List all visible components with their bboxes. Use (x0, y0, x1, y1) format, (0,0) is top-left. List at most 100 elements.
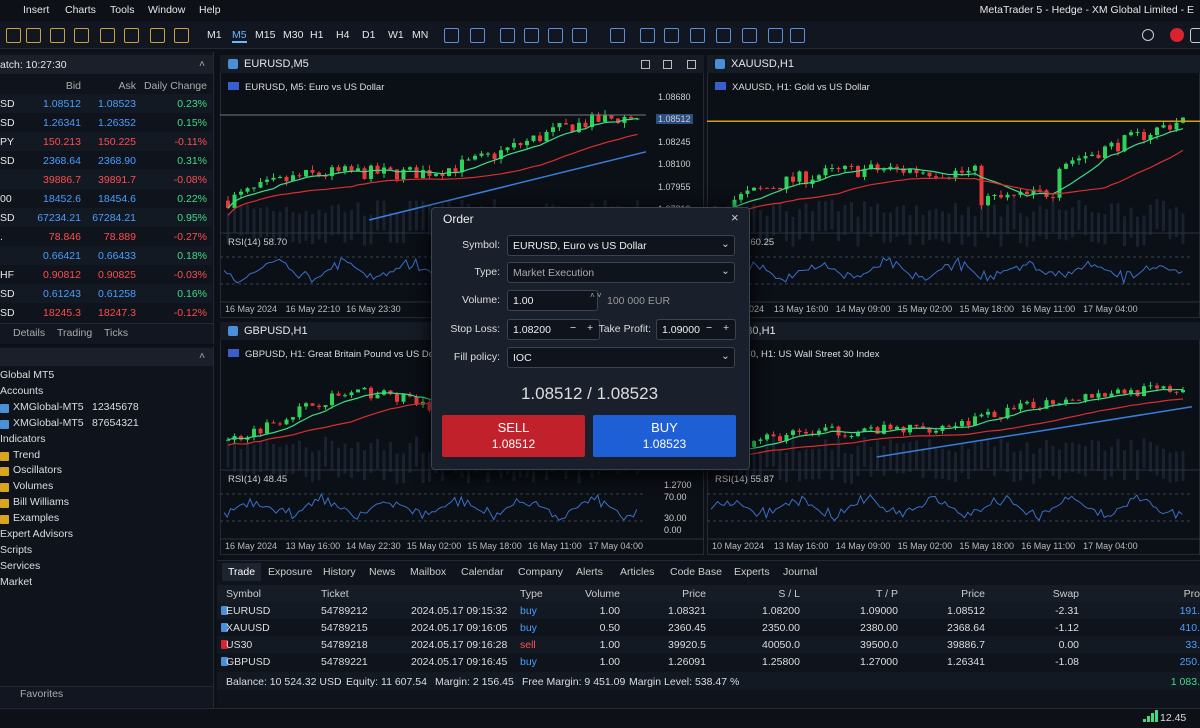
candle-body (505, 147, 510, 151)
toolbox-tab[interactable]: Exposure (268, 566, 313, 578)
table-cell: 2368.64 (947, 622, 985, 634)
volume-bar (895, 206, 899, 237)
toolbox-tab[interactable]: History (323, 566, 356, 578)
volume-bar (856, 445, 860, 476)
position-icon (221, 640, 228, 649)
candle-body (1109, 142, 1114, 147)
table-cell: 2024.05.17 09:16:28 (411, 639, 508, 651)
menu-item[interactable]: Window (148, 4, 186, 16)
volume-bar (1019, 450, 1022, 481)
candle-body (1174, 391, 1179, 393)
sell-price: 1.08512 (491, 437, 536, 451)
candle-body (1129, 390, 1133, 394)
timeframe-button[interactable]: M30 (283, 29, 304, 41)
menu-item[interactable]: Tools (110, 4, 135, 16)
toolbar-icon (470, 28, 485, 43)
volume-bar (902, 205, 905, 236)
candle-body (291, 175, 295, 182)
candle-body (570, 124, 575, 133)
tree-item[interactable]: Scripts (0, 543, 33, 556)
tree-item[interactable]: XMGlobal-MT5 (13, 416, 84, 429)
toolbox-tab[interactable]: Experts (734, 566, 770, 578)
column-header: Volume (584, 588, 620, 600)
dropdown-arrow: ⌄ (721, 238, 730, 250)
table-cell: 2024.05.17 09:16:45 (411, 656, 508, 668)
moving-average (714, 388, 1184, 451)
candle-body (499, 150, 503, 160)
candle-body (336, 167, 341, 171)
tree-item[interactable]: Bill Williams (13, 496, 69, 509)
timeframe-button[interactable]: H4 (336, 29, 350, 41)
tree-icon (0, 515, 9, 525)
candle-body (797, 171, 802, 182)
tree-icon (0, 483, 9, 493)
tree-item[interactable]: Oscillators (13, 464, 63, 477)
summary-item: Free Margin: 9 451.09 (522, 676, 626, 688)
input-field[interactable] (507, 290, 598, 311)
close-button[interactable]: × (731, 210, 739, 225)
tree-item[interactable]: Volumes (13, 480, 54, 493)
tree-item[interactable]: Market (0, 575, 33, 588)
volume-bar (1155, 445, 1159, 476)
tree-item[interactable]: XMGlobal-MT5 (13, 400, 84, 413)
toolbar-icon (690, 28, 705, 43)
sell-button[interactable] (442, 415, 585, 457)
volume-bar (1084, 205, 1087, 236)
timeframe-button[interactable]: M1 (207, 29, 222, 41)
tab[interactable]: Trading (57, 327, 93, 339)
candle-body (492, 153, 497, 160)
input-field[interactable] (507, 319, 600, 340)
tree-item[interactable]: Global MT5 (0, 369, 55, 381)
candle-body (349, 166, 354, 172)
menu-item[interactable]: Insert (23, 4, 50, 16)
stepper: − + (706, 322, 730, 334)
tab[interactable]: Details (13, 327, 46, 339)
candle-body (1155, 127, 1159, 135)
chart-title: GBPUSD,H1 (244, 325, 308, 337)
toolbox-tab[interactable]: News (369, 566, 396, 578)
buy-button[interactable] (593, 415, 736, 457)
input-field[interactable] (656, 319, 736, 340)
toolbox-tab[interactable]: Code Base (670, 566, 722, 578)
timeframe-button[interactable]: M15 (255, 29, 276, 41)
candle-body (1142, 386, 1146, 397)
dropdown[interactable] (507, 347, 735, 368)
menu-item[interactable]: Charts (65, 4, 96, 16)
table-cell: buy (520, 656, 537, 668)
timeframe-button[interactable]: D1 (362, 29, 376, 41)
toolbox-tab[interactable]: Trade (222, 563, 262, 581)
volume-bar (252, 444, 256, 475)
menu-item[interactable]: Help (199, 4, 221, 16)
timeframe-button[interactable]: W1 (388, 29, 404, 41)
timeframe-button[interactable]: M5 (232, 29, 247, 43)
table-cell: 0.50 (599, 622, 620, 634)
toolbox-tab[interactable]: Journal (783, 566, 818, 578)
volume-bar (1025, 442, 1029, 473)
candle-body (999, 417, 1003, 419)
tree-item[interactable]: Indicators (0, 432, 46, 445)
toolbox-tab[interactable]: Alerts (576, 566, 603, 578)
dropdown[interactable] (507, 262, 735, 283)
toolbox-tab[interactable]: Company (518, 566, 563, 578)
buy-price: 1.08523 (642, 437, 687, 451)
candle-body (551, 127, 555, 132)
column-header: Symbol (226, 588, 262, 600)
tree-item[interactable]: Expert Advisors (0, 528, 73, 540)
tree-item[interactable]: Services (0, 559, 41, 572)
tree-item[interactable]: Examples (13, 512, 60, 525)
tab[interactable]: Ticks (104, 327, 129, 339)
tree-item[interactable]: Trend (13, 448, 41, 461)
candle-body (226, 200, 230, 208)
toolbox-tab[interactable]: Articles (620, 566, 655, 578)
date-label: 15 May 02:00 (406, 541, 462, 551)
toolbox-tab[interactable]: Calendar (461, 566, 504, 578)
toolbar-icon (524, 28, 539, 43)
timeframe-button[interactable]: H1 (310, 29, 324, 41)
tab[interactable]: Favorites (20, 688, 64, 700)
timeframe-button[interactable]: MN (412, 29, 429, 41)
menu-bar (0, 0, 1200, 20)
candle-body (1148, 385, 1153, 387)
dropdown[interactable] (507, 235, 735, 256)
tree-item[interactable]: Accounts (0, 384, 44, 397)
toolbox-tab[interactable]: Mailbox (410, 566, 447, 578)
